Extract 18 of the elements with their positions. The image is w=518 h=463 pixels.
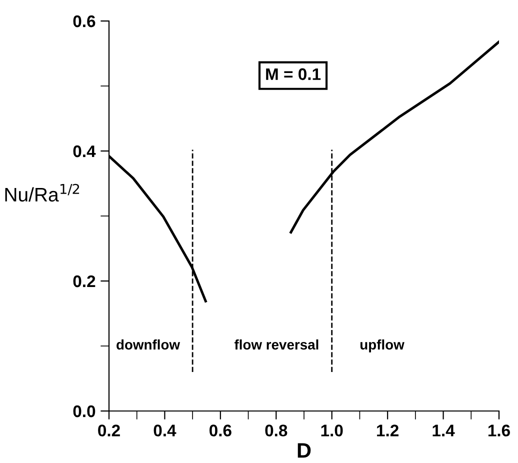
x-tick-label: 1.2 bbox=[377, 424, 398, 436]
annotation: M = 0.1 bbox=[266, 68, 321, 80]
x-tick-label: 0.2 bbox=[98, 424, 120, 436]
y-tick-label: 0.6 bbox=[73, 15, 96, 28]
y-axis-title: Nu/Ra$^{1/2}$ bbox=[5, 184, 80, 202]
annotation: downflow bbox=[116, 339, 180, 350]
x-tick-label: 0.4 bbox=[154, 424, 176, 436]
x-tick-label: 0.6 bbox=[210, 424, 232, 436]
x-tick-label: 1.0 bbox=[321, 424, 343, 436]
annotation: upflow bbox=[360, 339, 404, 352]
y-tick-label: 0.2 bbox=[73, 275, 96, 288]
x-axis-title: D bbox=[298, 443, 311, 458]
y-tick-label: 0.4 bbox=[73, 145, 96, 158]
x-tick-label: 0.8 bbox=[265, 424, 288, 436]
x-tick-label: 1.4 bbox=[432, 424, 455, 436]
annotation: flow reversal bbox=[234, 339, 318, 350]
x-tick-label: 1.6 bbox=[488, 424, 510, 436]
y-tick-label: 0.0 bbox=[73, 405, 96, 418]
